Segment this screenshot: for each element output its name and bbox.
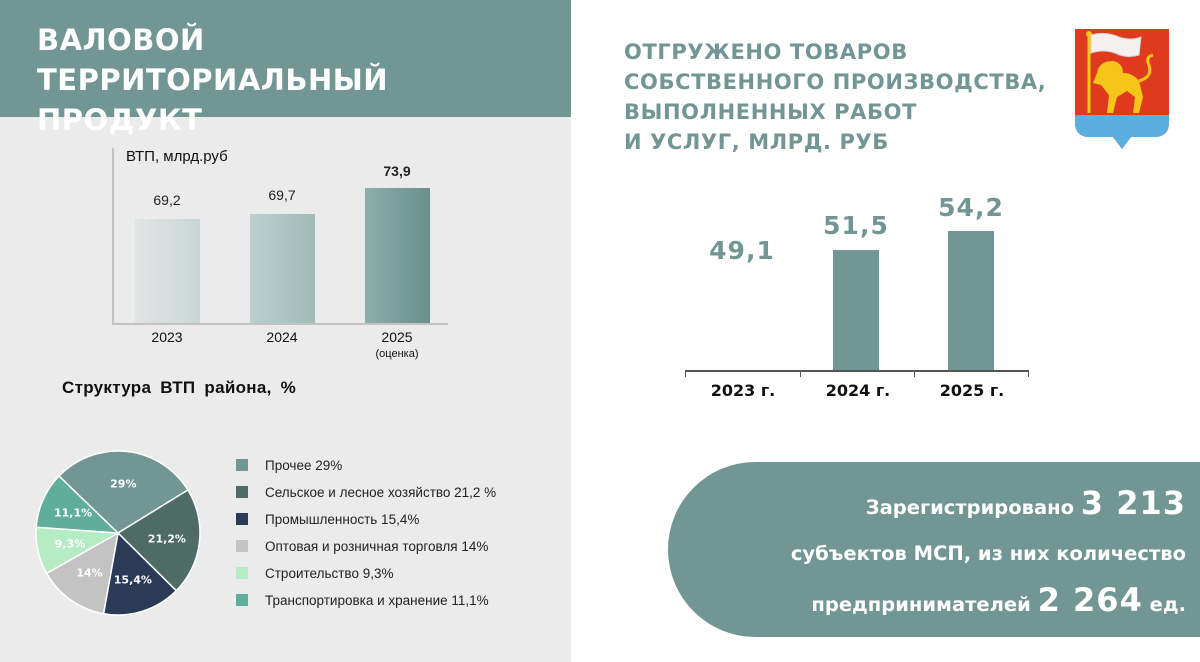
msp-entrepreneurs-label: предпринимателей: [811, 593, 1038, 616]
legend-label: Строительство 9,3%: [265, 565, 394, 581]
pie-slice-transport: [35, 474, 121, 534]
chart-unit-label: ВТП, млрд.руб: [126, 148, 228, 165]
legend-item-industry: Промышленность 15,4%: [236, 509, 556, 529]
title-line: И УСЛУГ, МЛРД. РУБ: [624, 130, 889, 154]
legend-label: Промышленность 15,4%: [265, 511, 420, 527]
legend-item-trade: Оптовая и розничная торговля 14%: [236, 536, 556, 556]
legend-swatch: [236, 486, 248, 498]
pie-slice-label: 29%: [110, 477, 137, 491]
msp-registered-label: Зарегистрировано: [865, 496, 1081, 519]
msp-entrepreneurs-count: 2 264: [1037, 581, 1143, 619]
bar-2023: [135, 219, 200, 323]
pie-slice-label: 11,1%: [53, 506, 93, 520]
legend-label: Оптовая и розничная торговля 14%: [265, 538, 489, 554]
pie-slice-agriculture: [116, 488, 201, 592]
legend-item-construction: Строительство 9,3%: [236, 563, 556, 583]
structure-title: Структура ВТП района, %: [62, 378, 297, 397]
x-axis-tick: [685, 370, 686, 377]
x-label-2023: 2023 г.: [710, 381, 776, 400]
pie-slice-label: 21,2%: [147, 532, 186, 546]
left-header: ВАЛОВОЙ ТЕРРИТОРИАЛЬНЫЙ ПРОДУКТ: [0, 0, 571, 137]
x-label-2023: 2023: [151, 329, 183, 345]
msp-text: Зарегистрировано 3 213 субъектов МСП, из…: [791, 480, 1186, 628]
x-axis-tick: [1028, 370, 1029, 377]
bar-value-2024: 51,5: [823, 211, 889, 240]
legend-label: Сельское и лесное хозяйство 21,2 %: [265, 484, 497, 500]
section-title-vtp: ВАЛОВОЙ ТЕРРИТОРИАЛЬНЫЙ ПРОДУКТ: [37, 23, 389, 137]
msp-info-banner: Зарегистрировано 3 213 субъектов МСП, из…: [668, 462, 1200, 637]
legend-label: Прочее 29%: [265, 457, 343, 473]
bar-value-2025: 73,9: [383, 163, 411, 179]
pie-slice-label: 14%: [76, 566, 103, 580]
x-label-2024: 2024 г.: [825, 381, 891, 400]
title-line: ОТГРУЖЕНО ТОВАРОВ: [624, 40, 908, 64]
structure-pie-chart: 29% 21,2% 15,4% 14% 9,3% 11,1%: [34, 449, 202, 617]
bar-2024: [250, 214, 315, 323]
pie-slice-other: [57, 450, 189, 534]
x-axis-tick: [800, 370, 801, 377]
msp-line-3: предпринимателей 2 264 ед.: [791, 577, 1186, 628]
x-label-2024: 2024: [266, 329, 298, 345]
x-axis-line: [112, 323, 448, 325]
x-sublabel-2025: (оценка): [375, 348, 419, 360]
bar-2025: [948, 231, 994, 370]
section-title-shipped: ОТГРУЖЕНО ТОВАРОВ СОБСТВЕННОГО ПРОИЗВОДС…: [624, 37, 1064, 157]
x-axis-tick: [914, 370, 915, 377]
msp-line-1: Зарегистрировано 3 213: [791, 480, 1186, 531]
x-label-2025: 2025 г.: [939, 381, 1005, 400]
title-line: СОБСТВЕННОГО ПРОИЗВОДСТВА,: [624, 70, 1047, 94]
legend-item-transport: Транспортировка и хранение 11,1%: [236, 590, 556, 610]
bar-value-2024: 69,7: [268, 187, 296, 203]
pie-slice-label: 15,4%: [113, 573, 152, 587]
vtp-bar-chart: ВТП, млрд.руб 69,2 69,7 73,9 2023 2024 2…: [108, 140, 458, 370]
title-line: ВЫПОЛНЕННЫХ РАБОТ: [624, 100, 917, 124]
bar-value-2023: 49,1: [709, 236, 775, 265]
msp-total-count: 3 213: [1080, 484, 1186, 522]
legend-item-other: Прочее 29%: [236, 455, 556, 475]
left-panel: ВАЛОВОЙ ТЕРРИТОРИАЛЬНЫЙ ПРОДУКТ ВТП, млр…: [0, 0, 571, 662]
msp-unit: ед.: [1142, 593, 1186, 616]
bar-value-2025: 54,2: [938, 193, 1004, 222]
y-axis-line: [112, 148, 114, 324]
pie-slice-trade: [45, 531, 120, 615]
legend-swatch: [236, 594, 248, 606]
legend-item-agriculture: Сельское и лесное хозяйство 21,2 %: [236, 482, 556, 502]
pie-slice-label: 9,3%: [54, 537, 86, 551]
msp-line-2: субъектов МСП, из них количество: [790, 542, 1186, 565]
pie-svg: [35, 450, 201, 616]
coat-of-arms-icon: [1073, 27, 1171, 151]
legend-swatch: [236, 513, 248, 525]
shipped-bar-chart: 49,1 51,5 54,2 2023 г. 2024 г. 2025 г.: [660, 180, 1050, 410]
legend-swatch: [236, 459, 248, 471]
x-label-2025: 2025: [381, 329, 413, 345]
legend-label: Транспортировка и хранение 11,1%: [265, 592, 489, 608]
legend-swatch: [236, 567, 248, 579]
bar-2024: [833, 250, 879, 370]
x-axis-line: [685, 370, 1029, 372]
pie-slice-industry: [102, 531, 178, 616]
bar-value-2023: 69,2: [153, 192, 181, 208]
bar-2025: [365, 188, 430, 323]
legend-swatch: [236, 540, 248, 552]
